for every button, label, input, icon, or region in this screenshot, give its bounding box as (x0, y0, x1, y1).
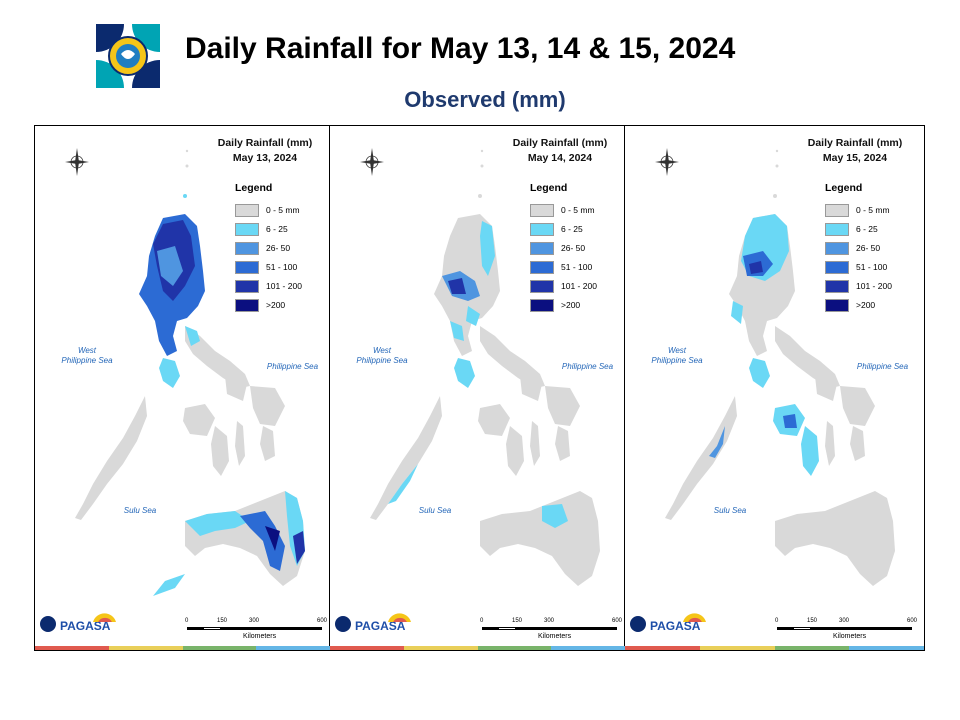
map-panel-may-13: Daily Rainfall (mm) May 13, 2024 Legend 0… (35, 126, 330, 650)
negros-island (211, 426, 229, 476)
compass-rose-icon (655, 148, 679, 176)
sulu-sea-label: Sulu Sea (123, 506, 157, 515)
compass-rose-icon (360, 148, 384, 176)
philippine-sea-label: Philippine Sea (266, 362, 319, 371)
scale-bar: 0 150 300 600 Kilometers (775, 618, 918, 640)
panel-title: Daily Rainfall (mm) May 15, 2024 (807, 137, 903, 164)
leyte-island (850, 426, 865, 461)
legend-title: Legend (235, 182, 273, 194)
leyte-island (260, 426, 275, 461)
panay-island (478, 404, 510, 436)
svg-text:PAGASA: PAGASA (60, 619, 111, 633)
mindanao-island (775, 491, 895, 586)
philippine-sea-label: Philippine Sea (561, 362, 614, 371)
mindoro-island (159, 358, 180, 388)
pagasa-seal-logo (96, 24, 160, 88)
philippine-sea-label: Philippine Sea (856, 362, 909, 371)
west-philippine-sea-label: West Philippine Sea (651, 346, 703, 365)
panay-island (183, 404, 215, 436)
west-philippine-sea-label: West Philippine Sea (356, 346, 408, 365)
color-strip (330, 646, 625, 650)
negros-island (801, 426, 819, 476)
bicol-region (775, 326, 840, 388)
palawan-island (75, 396, 147, 520)
svg-text:PAGASA: PAGASA (355, 619, 406, 633)
panel-title: Daily Rainfall (mm) May 14, 2024 (512, 137, 608, 164)
cebu-island (235, 421, 245, 466)
sulu-sea-label: Sulu Sea (418, 506, 452, 515)
sulu-sea-label: Sulu Sea (713, 506, 747, 515)
rainfall-map-may-15 (665, 149, 895, 586)
pagasa-logo: PAGASA (630, 613, 706, 633)
page-title: Daily Rainfall for May 13, 14 & 15, 2024 (185, 32, 736, 65)
panel-title: Daily Rainfall (mm) May 13, 2024 (217, 137, 313, 164)
compass-rose-icon (65, 148, 89, 176)
rainfall-map-may-13 (75, 149, 305, 596)
color-strip (35, 646, 330, 650)
mindanao-island (480, 491, 600, 586)
color-strip (625, 646, 924, 650)
bicol-region (480, 326, 545, 388)
samar-island (840, 386, 875, 426)
cebu-island (530, 421, 540, 466)
map-panel-may-14: Daily Rainfall (mm) May 14, 2024 Legend 0… (330, 126, 625, 650)
palawan-island (370, 396, 442, 520)
pagasa-logo: PAGASA (335, 613, 411, 633)
west-philippine-sea-label: West Philippine Sea (61, 346, 113, 365)
leyte-island (555, 426, 570, 461)
samar-island (250, 386, 285, 426)
scale-bar: 0 150 300 600 Kilometers (185, 618, 328, 640)
mindoro-island (749, 358, 770, 388)
negros-island (506, 426, 524, 476)
maps-container: Daily Rainfall (mm) May 13, 2024 Legend 0… (34, 125, 925, 651)
pagasa-logo: PAGASA (40, 613, 116, 633)
map-panel-may-15: Daily Rainfall (mm) May 15, 2024 Legend 0… (625, 126, 924, 650)
bicol-region (185, 326, 250, 388)
legend-title: Legend (530, 182, 568, 194)
page-subtitle: Observed (mm) (404, 87, 566, 112)
samar-island (545, 386, 580, 426)
mindoro-island (454, 358, 475, 388)
palawan-island (665, 396, 737, 520)
legend-title: Legend (825, 182, 863, 194)
rainfall-map-may-14 (370, 149, 600, 586)
svg-text:PAGASA: PAGASA (650, 619, 701, 633)
scale-bar: 0 150 300 600 Kilometers (480, 618, 623, 640)
cebu-island (825, 421, 835, 466)
